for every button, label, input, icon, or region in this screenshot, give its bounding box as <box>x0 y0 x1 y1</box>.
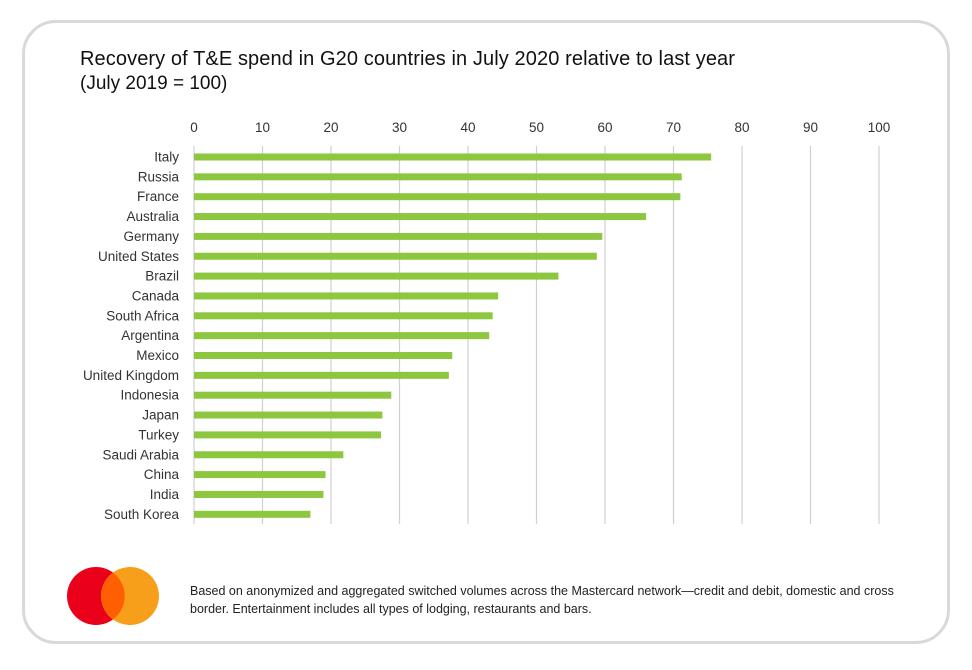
category-label: Mexico <box>136 348 179 363</box>
bar <box>194 471 326 479</box>
category-label: Japan <box>142 408 179 423</box>
category-label: Brazil <box>145 269 179 284</box>
chart-title: Recovery of T&E spend in G20 countries i… <box>80 48 736 70</box>
footnote: Based on anonymized and aggregated switc… <box>190 584 894 616</box>
bar <box>194 510 311 518</box>
x-tick-label: 0 <box>190 120 198 135</box>
category-label: South Korea <box>104 507 180 522</box>
category-label: Russia <box>138 169 180 184</box>
x-tick-label: 50 <box>529 120 544 135</box>
x-tick-label: 60 <box>597 120 612 135</box>
x-tick-label: 70 <box>666 120 681 135</box>
category-label: Canada <box>132 288 180 303</box>
category-label: France <box>137 189 179 204</box>
x-tick-label: 10 <box>255 120 270 135</box>
bar <box>194 371 449 379</box>
chart-subtitle: (July 2019 = 100) <box>80 73 228 94</box>
bar <box>194 490 324 498</box>
bar <box>194 272 559 280</box>
x-tick-label: 100 <box>868 120 891 135</box>
x-tick-label: 80 <box>734 120 749 135</box>
category-label: United Kingdom <box>83 368 179 383</box>
category-label: India <box>150 487 180 502</box>
x-tick-label: 90 <box>803 120 818 135</box>
bar <box>194 352 453 359</box>
bar <box>194 173 682 181</box>
bar <box>194 391 392 399</box>
category-label: Argentina <box>121 328 179 343</box>
bar <box>194 213 647 221</box>
bar <box>194 451 344 459</box>
bar <box>194 292 499 300</box>
bar <box>194 252 597 260</box>
category-label: United States <box>98 249 179 264</box>
bar <box>194 332 490 340</box>
bar <box>194 232 603 240</box>
logo-overlap <box>101 572 125 620</box>
category-label: Turkey <box>138 427 179 442</box>
x-tick-label: 30 <box>392 120 407 135</box>
mastercard-logo-icon <box>67 567 159 625</box>
category-label: Germany <box>123 229 179 244</box>
bar <box>194 411 383 419</box>
category-label: Saudi Arabia <box>102 447 179 462</box>
category-label: China <box>144 467 180 482</box>
category-label: Indonesia <box>120 388 179 403</box>
x-tick-label: 20 <box>323 120 338 135</box>
x-tick-label: 40 <box>460 120 475 135</box>
bar <box>194 153 712 161</box>
category-label: Australia <box>126 209 179 224</box>
bar <box>194 312 493 320</box>
bar <box>194 193 681 201</box>
bar <box>194 431 382 439</box>
category-label: Italy <box>154 150 179 165</box>
chart-card <box>22 20 950 644</box>
category-label: South Africa <box>106 308 179 323</box>
